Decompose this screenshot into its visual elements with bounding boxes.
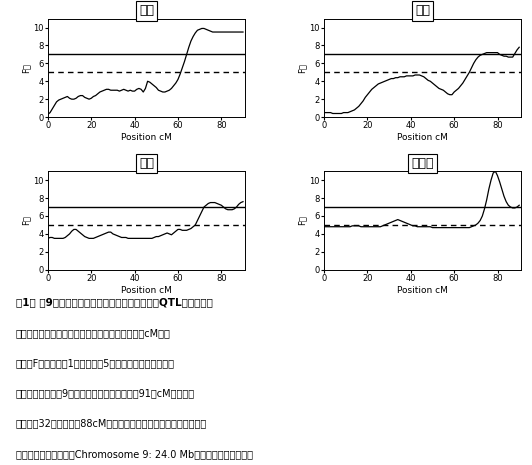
X-axis label: Position cM: Position cM (397, 286, 448, 295)
Title: 卵殼重: 卵殼重 (411, 157, 434, 170)
X-axis label: Position cM: Position cM (121, 133, 172, 142)
Y-axis label: F値: F値 (297, 215, 306, 226)
Text: シーケンス上の位置はChromosome 9: 24.0 Mb（メガベースペア）。: シーケンス上の位置はChromosome 9: 24.0 Mb（メガベースペア）… (16, 449, 253, 459)
Text: 縦軸はF値。実線は1％、点線は5％有意水準を示す閾値。: 縦軸はF値。実線は1％、点線は5％有意水準を示す閾値。 (16, 358, 175, 368)
X-axis label: Position cM: Position cM (121, 286, 172, 295)
Title: 短径: 短径 (139, 157, 154, 170)
Y-axis label: F値: F値 (297, 63, 306, 73)
Title: 卵重: 卵重 (139, 5, 154, 17)
Y-axis label: F値: F値 (21, 63, 30, 73)
Y-axis label: F値: F値 (21, 215, 30, 226)
X-axis label: Position cM: Position cM (397, 133, 448, 142)
Text: 本研究における第9番染色体連鎖地図の全長は91　cM。オボカ: 本研究における第9番染色体連鎖地図の全長は91 cM。オボカ (16, 388, 195, 399)
Text: リキシン32遣伝子は、88cM相当部位に存在。同遣伝子のドラフト: リキシン32遣伝子は、88cM相当部位に存在。同遣伝子のドラフト (16, 418, 207, 429)
Text: 図1． 第9番染色体における量的形質遣伝子座（QTL）解析結果: 図1． 第9番染色体における量的形質遣伝子座（QTL）解析結果 (16, 298, 213, 308)
Title: 長径: 長径 (415, 5, 430, 17)
Text: 横軸は、染色体のポジション（センチモルガン：cM）。: 横軸は、染色体のポジション（センチモルガン：cM）。 (16, 328, 171, 338)
